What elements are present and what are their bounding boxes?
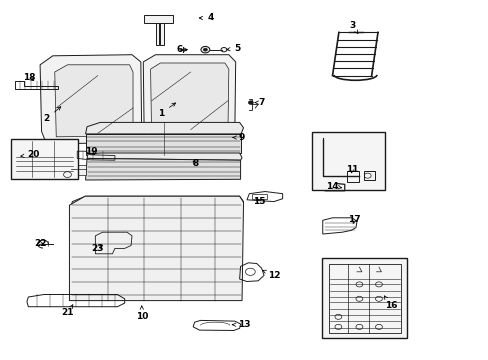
- Text: 12: 12: [262, 270, 280, 280]
- Text: 9: 9: [232, 133, 245, 142]
- Text: 5: 5: [226, 44, 240, 53]
- Text: 1: 1: [158, 103, 175, 118]
- Polygon shape: [85, 122, 243, 134]
- Bar: [63, 165, 85, 175]
- Text: 2: 2: [43, 107, 61, 123]
- Bar: [160, 23, 164, 45]
- Bar: [364, 171, 374, 180]
- Text: 14: 14: [325, 181, 341, 191]
- Text: 7: 7: [255, 98, 264, 107]
- Circle shape: [203, 48, 207, 51]
- Bar: [321, 258, 407, 338]
- Polygon shape: [85, 134, 241, 155]
- Circle shape: [221, 48, 226, 52]
- Text: 20: 20: [20, 150, 40, 159]
- Bar: [144, 15, 172, 23]
- Bar: [11, 139, 78, 179]
- Text: 23: 23: [91, 244, 104, 253]
- Bar: [328, 264, 400, 333]
- Text: 17: 17: [347, 215, 360, 224]
- Bar: [311, 132, 385, 190]
- Polygon shape: [40, 55, 142, 144]
- Polygon shape: [71, 196, 243, 207]
- Text: 18: 18: [23, 73, 36, 82]
- Circle shape: [201, 46, 209, 53]
- Bar: [252, 194, 266, 199]
- Polygon shape: [85, 158, 240, 180]
- Text: 3: 3: [348, 21, 357, 33]
- Text: 21: 21: [61, 305, 74, 317]
- Text: 6: 6: [177, 45, 187, 54]
- Text: 16: 16: [384, 296, 397, 310]
- Circle shape: [248, 101, 253, 104]
- Polygon shape: [69, 196, 243, 301]
- Polygon shape: [150, 63, 228, 136]
- Text: 10: 10: [135, 306, 148, 321]
- Text: 19: 19: [84, 148, 97, 156]
- Polygon shape: [55, 65, 133, 137]
- Text: 4: 4: [199, 13, 213, 22]
- Bar: [155, 23, 159, 45]
- Text: 15: 15: [252, 197, 265, 206]
- Bar: [346, 171, 359, 182]
- Text: 13: 13: [232, 320, 250, 329]
- Text: 8: 8: [192, 159, 198, 168]
- Polygon shape: [87, 153, 242, 160]
- Text: 11: 11: [345, 165, 358, 174]
- Text: 22: 22: [34, 238, 46, 248]
- Polygon shape: [143, 55, 235, 141]
